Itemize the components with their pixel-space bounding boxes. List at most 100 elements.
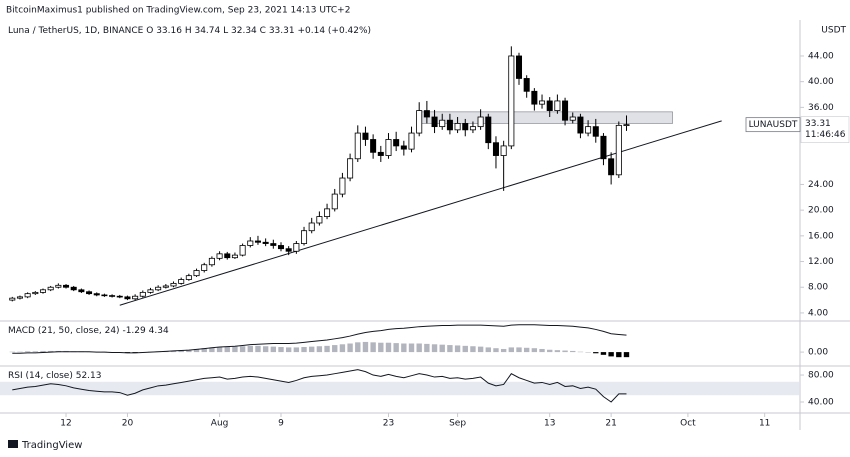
y-tick-label: 0.00: [808, 348, 828, 358]
candle-body: [331, 193, 338, 210]
macd-histogram-bar: [554, 350, 561, 353]
indicator-value: 4.34: [149, 326, 169, 336]
candle-body: [63, 284, 70, 288]
macd-histogram-bar: [416, 343, 422, 353]
macd-histogram-bar: [408, 343, 415, 353]
macd-histogram-bar: [17, 351, 23, 353]
macd-histogram-bar: [255, 345, 261, 353]
candle-body: [446, 119, 453, 131]
candle-body: [308, 222, 315, 232]
macd-histogram-bar: [547, 349, 553, 353]
macd-histogram-bar: [339, 344, 346, 353]
macd-histogram-bar: [516, 347, 522, 353]
candle-body: [32, 291, 39, 295]
macd-histogram-bar: [600, 352, 607, 355]
macd-histogram-bar: [370, 342, 376, 353]
candle-body: [254, 240, 261, 243]
candle-body: [101, 294, 108, 297]
macd-histogram-bar: [401, 343, 407, 353]
candle-body: [554, 100, 561, 111]
candle-body: [462, 123, 469, 131]
macd-histogram-bar: [232, 346, 238, 353]
candle-body: [70, 286, 77, 291]
candle-body: [193, 270, 200, 277]
candle-body: [78, 289, 85, 293]
x-tick-label: 23: [383, 419, 394, 429]
candle-body: [546, 100, 553, 111]
candle-body: [577, 116, 584, 134]
macd-histogram-bar: [32, 351, 39, 353]
y-tick-label: 24.00: [808, 180, 834, 190]
candle-body: [393, 139, 400, 147]
macd-histogram-bar: [493, 348, 499, 353]
indicator-title: MACD (21, 50, close, 24): [8, 326, 120, 336]
candle-body: [239, 245, 246, 256]
candle-body: [185, 275, 192, 280]
countdown: 11:46:46: [805, 130, 846, 140]
change: +0.14 (+0.42%): [297, 26, 371, 36]
macd-histogram-bar: [362, 341, 369, 353]
macd-histogram-bar: [431, 344, 438, 353]
y-tick-label: 36.00: [808, 103, 834, 113]
y-tick-label: 12.00: [808, 257, 834, 267]
candle-body: [147, 289, 154, 293]
macd-histogram-bar: [247, 345, 253, 353]
candle-body: [231, 254, 238, 259]
ohlc-label: C: [260, 26, 266, 36]
publish-header: BitcoinMaximus1 published on TradingView…: [6, 6, 350, 16]
candle-body: [485, 116, 492, 144]
ohlc-value: 32.34: [231, 26, 257, 36]
indicator-value: -1.29: [122, 326, 146, 336]
y-tick-label: 20.00: [808, 206, 834, 216]
macd-histogram-bar: [593, 352, 599, 354]
macd-histogram-bar: [570, 350, 576, 353]
candle-body: [216, 253, 223, 259]
macd-histogram-bar: [301, 347, 307, 353]
x-tick-label: 13: [544, 419, 555, 429]
ohlc-value: 34.74: [194, 26, 220, 36]
candle-body: [86, 291, 93, 295]
macd-histogram-bar: [309, 346, 315, 353]
candle-body: [293, 243, 300, 252]
macd-histogram-bar: [132, 352, 138, 353]
macd-histogram-bar: [355, 342, 361, 353]
ohlc-value: 33.16: [156, 26, 182, 36]
macd-line: [12, 324, 627, 354]
macd-histogram-bar: [209, 347, 215, 353]
ohlc-label: L: [223, 26, 228, 36]
pane: 4.00 8.00 12.00 16.00 20.00 24.00 36.00 40.00 44…: [9, 26, 850, 318]
candle-body: [47, 286, 54, 291]
macd-histogram-bar: [477, 346, 484, 353]
candle-body: [277, 245, 285, 250]
legend: Luna / TetherUS, 1D, BINANCE O 33.16 H 3…: [8, 26, 371, 36]
symbol-title: Luna / TetherUS, 1D, BINANCE: [8, 26, 144, 36]
macd-histogram-bar: [201, 348, 207, 353]
macd-histogram-bar: [40, 350, 46, 353]
candle-body: [400, 145, 407, 150]
candle-body: [539, 100, 546, 105]
macd-histogram-bar: [623, 352, 630, 358]
candle-body: [270, 243, 277, 246]
candle-body: [408, 132, 415, 150]
macd-histogram-bar: [562, 350, 568, 353]
y-tick-label: 16.00: [808, 231, 834, 241]
legend: RSI (14, close) 52.13: [8, 371, 102, 381]
candle-body: [454, 123, 461, 131]
tv-logo: TradingView: [8, 440, 82, 451]
candle-body: [24, 293, 31, 298]
candle-body: [508, 55, 515, 147]
plot-area: [0, 369, 800, 403]
last-price: 33.31: [805, 119, 831, 129]
symbol-label-box: [745, 117, 801, 133]
macd-histogram-bar: [523, 347, 530, 353]
ohlc-label: O: [146, 26, 153, 36]
candle-body: [139, 291, 146, 297]
candle-body: [500, 145, 507, 156]
footer-brand: TradingView: [21, 440, 82, 451]
price-label-box: [800, 116, 850, 143]
candle-body: [285, 248, 292, 252]
symbol-label: LUNAUSDT: [749, 120, 798, 130]
x-tick-label: Sep: [449, 419, 466, 429]
